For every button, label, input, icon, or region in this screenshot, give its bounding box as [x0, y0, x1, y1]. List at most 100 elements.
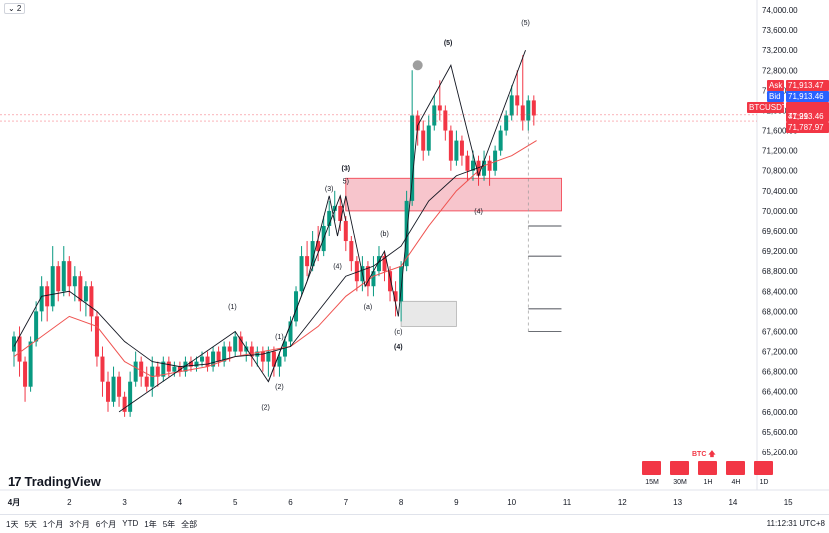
wave-label: (5)	[444, 40, 453, 47]
timeframe-signal-box[interactable]	[754, 461, 773, 475]
timeframe-signal-box[interactable]	[670, 461, 689, 475]
y-tick-label: 72,800.00	[762, 66, 798, 75]
candle-body	[183, 361, 188, 372]
btc-signal-widget: BTC 🡅 15M 30M 1H 4H 1D	[640, 450, 773, 490]
time-axis[interactable]: 4月 2 3 4 5 6 7 8 9 10 11 12 13 14 15	[8, 498, 793, 507]
y-tick-label: 69,200.00	[762, 247, 798, 256]
candle-body	[23, 361, 28, 387]
candle-body	[216, 351, 221, 362]
wave-label: (1)	[228, 304, 237, 311]
candle-body	[12, 336, 16, 352]
elliott-wave-line	[397, 50, 526, 317]
x-tick-label: 11	[563, 498, 572, 507]
x-tick-label: 10	[507, 498, 516, 507]
bid-value: 71,913.46	[788, 92, 824, 101]
x-tick-label: 4月	[8, 498, 20, 507]
candle-body	[144, 376, 149, 387]
last-value-bg	[786, 102, 829, 122]
range-button[interactable]: 3个月	[69, 519, 90, 529]
candle-body	[421, 130, 426, 151]
candle-body	[233, 336, 238, 352]
candle-body	[332, 205, 337, 211]
wave-label: (b)	[380, 231, 389, 238]
candle-body	[45, 286, 50, 307]
candle-body	[415, 115, 420, 131]
wave-label: (4)	[333, 264, 342, 271]
x-tick-label: 8	[399, 498, 404, 507]
range-button[interactable]: 全部	[181, 519, 198, 529]
candle-body	[50, 266, 55, 307]
candle-body	[399, 266, 404, 302]
candle-body	[61, 261, 66, 292]
candle-body	[188, 361, 193, 367]
bottom-toolbar: 1天 5天 1个月 3个月 6个月 YTD 1年 5年 全部 11:12:31 UTC+8	[0, 514, 829, 533]
y-tick-label: 67,200.00	[762, 348, 798, 357]
candle-body	[205, 356, 210, 367]
y-tick-label: 70,400.00	[762, 187, 798, 196]
candle-body	[310, 241, 315, 267]
y-tick-label: 74,000.00	[762, 6, 798, 15]
wave-label: (3)	[325, 186, 334, 193]
arrow-up-icon: 🡅	[708, 451, 716, 458]
bid-value-bg	[786, 91, 829, 102]
wave-label: (2)	[261, 404, 270, 411]
timeframe-signal-box[interactable]	[726, 461, 745, 475]
candle-body	[393, 291, 398, 302]
range-button[interactable]: 5年	[162, 519, 176, 529]
y-tick-label: 67,600.00	[762, 327, 798, 336]
x-tick-label: 7	[344, 498, 349, 507]
candle-body	[94, 316, 99, 357]
chart-grid	[0, 0, 829, 491]
range-button[interactable]: 6个月	[95, 519, 117, 529]
candle-body	[498, 130, 503, 151]
ask-value-bg	[786, 80, 829, 91]
ma-black-line	[13, 165, 485, 368]
price-chart[interactable]: (5) (5) (3) (3) 5) (4) (4) (b) (a) (c) (4) (1) (1) (2…	[0, 0, 829, 514]
x-tick-label: 15	[784, 498, 793, 507]
timeframe-signal-box[interactable]	[698, 461, 717, 475]
candle-body	[294, 291, 299, 322]
wave-label: (c)	[394, 329, 402, 336]
range-button[interactable]: 1天	[6, 519, 19, 529]
y-tick-label: 68,000.00	[762, 307, 798, 316]
range-button[interactable]: 5天	[24, 519, 37, 529]
candle-body	[526, 100, 531, 121]
low-value: 65,712.12	[787, 443, 823, 452]
last-value: 71,913.46	[788, 112, 824, 121]
candle-body	[133, 361, 138, 382]
x-tick-label: 3	[122, 498, 127, 507]
candle-body	[459, 140, 464, 156]
prev-value-bg	[786, 122, 829, 133]
candle-body	[349, 241, 354, 262]
ask-value: 71,913.47	[788, 81, 824, 90]
candle-body	[531, 100, 536, 116]
range-button[interactable]: 1个月	[42, 519, 64, 529]
range-button[interactable]: 1年	[144, 519, 157, 529]
x-tick-label: 2	[67, 498, 72, 507]
timeframe-signal-box[interactable]	[642, 461, 661, 475]
chart-zones	[345, 177, 562, 327]
btc-signal-label: BTC 🡅	[692, 451, 716, 458]
candle-body	[106, 381, 111, 402]
timeframe-label: 4H	[731, 479, 741, 486]
candle-body	[371, 271, 376, 287]
candle-body	[67, 261, 72, 287]
candle-body	[177, 366, 182, 372]
wave-label: (2)	[275, 384, 284, 391]
high-label: 最高价	[759, 51, 783, 61]
candle-body	[260, 351, 265, 362]
price-zone	[400, 300, 457, 327]
price-tags: 最高价 73,145.00 Ask 71,913.47 Bid 71,913.46BTCU…	[747, 51, 829, 452]
y-tick-label: 68,800.00	[762, 267, 798, 276]
tradingview-logo: 17 TradingView	[8, 474, 101, 489]
candle-body	[343, 220, 348, 242]
candle-body	[117, 376, 122, 397]
x-tick-label: 4	[178, 498, 183, 507]
range-button[interactable]: YTD	[122, 518, 139, 528]
high-value: 73,145.00	[787, 52, 823, 61]
price-axis[interactable]: 74,000.0073,600.0073,200.0072,800.0072,4…	[762, 6, 798, 457]
collapse-indicators-button[interactable]: ⌄ 2	[4, 3, 26, 14]
candle-body	[288, 321, 293, 342]
candle-body	[338, 205, 343, 221]
candle-body	[100, 356, 105, 382]
